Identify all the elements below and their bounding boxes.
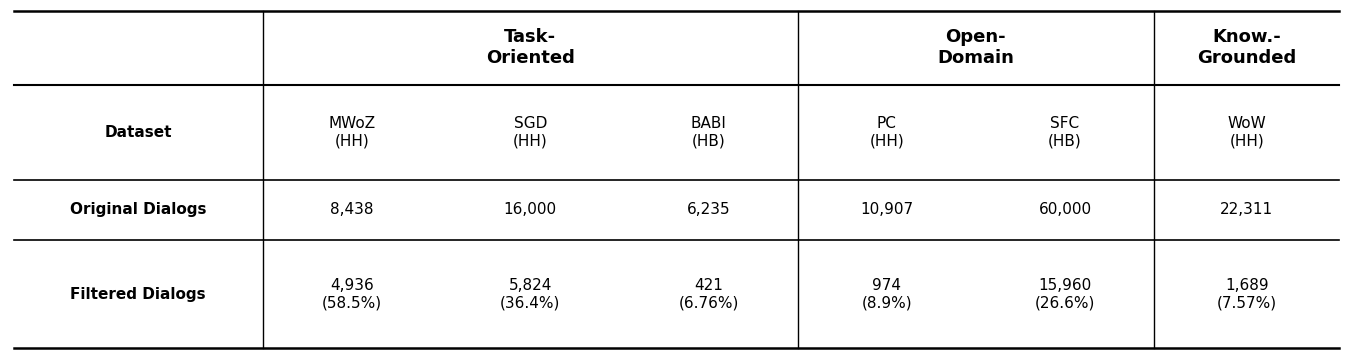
Text: 16,000: 16,000	[503, 202, 557, 217]
Text: SGD
(HH): SGD (HH)	[513, 116, 548, 149]
Text: 4,936
(58.5%): 4,936 (58.5%)	[322, 278, 382, 311]
Text: 8,438: 8,438	[330, 202, 373, 217]
Text: BABI
(HB): BABI (HB)	[690, 116, 727, 149]
Text: Open-
Domain: Open- Domain	[938, 28, 1015, 67]
Text: 6,235: 6,235	[687, 202, 731, 217]
Text: Know.-
Grounded: Know.- Grounded	[1197, 28, 1296, 67]
Text: 22,311: 22,311	[1220, 202, 1273, 217]
Text: Filtered Dialogs: Filtered Dialogs	[70, 287, 206, 302]
Text: Dataset: Dataset	[104, 125, 172, 140]
Text: Task-
Oriented: Task- Oriented	[486, 28, 575, 67]
Text: 5,824
(36.4%): 5,824 (36.4%)	[501, 278, 560, 311]
Text: MWoZ
(HH): MWoZ (HH)	[329, 116, 376, 149]
Text: Original Dialogs: Original Dialogs	[70, 202, 207, 217]
Text: 421
(6.76%): 421 (6.76%)	[678, 278, 739, 311]
Text: 60,000: 60,000	[1039, 202, 1092, 217]
Text: 10,907: 10,907	[861, 202, 913, 217]
Text: 1,689
(7.57%): 1,689 (7.57%)	[1216, 278, 1277, 311]
Text: WoW
(HH): WoW (HH)	[1227, 116, 1266, 149]
Text: PC
(HH): PC (HH)	[870, 116, 904, 149]
Text: 15,960
(26.6%): 15,960 (26.6%)	[1035, 278, 1095, 311]
Text: SFC
(HB): SFC (HB)	[1049, 116, 1082, 149]
Text: 974
(8.9%): 974 (8.9%)	[862, 278, 912, 311]
